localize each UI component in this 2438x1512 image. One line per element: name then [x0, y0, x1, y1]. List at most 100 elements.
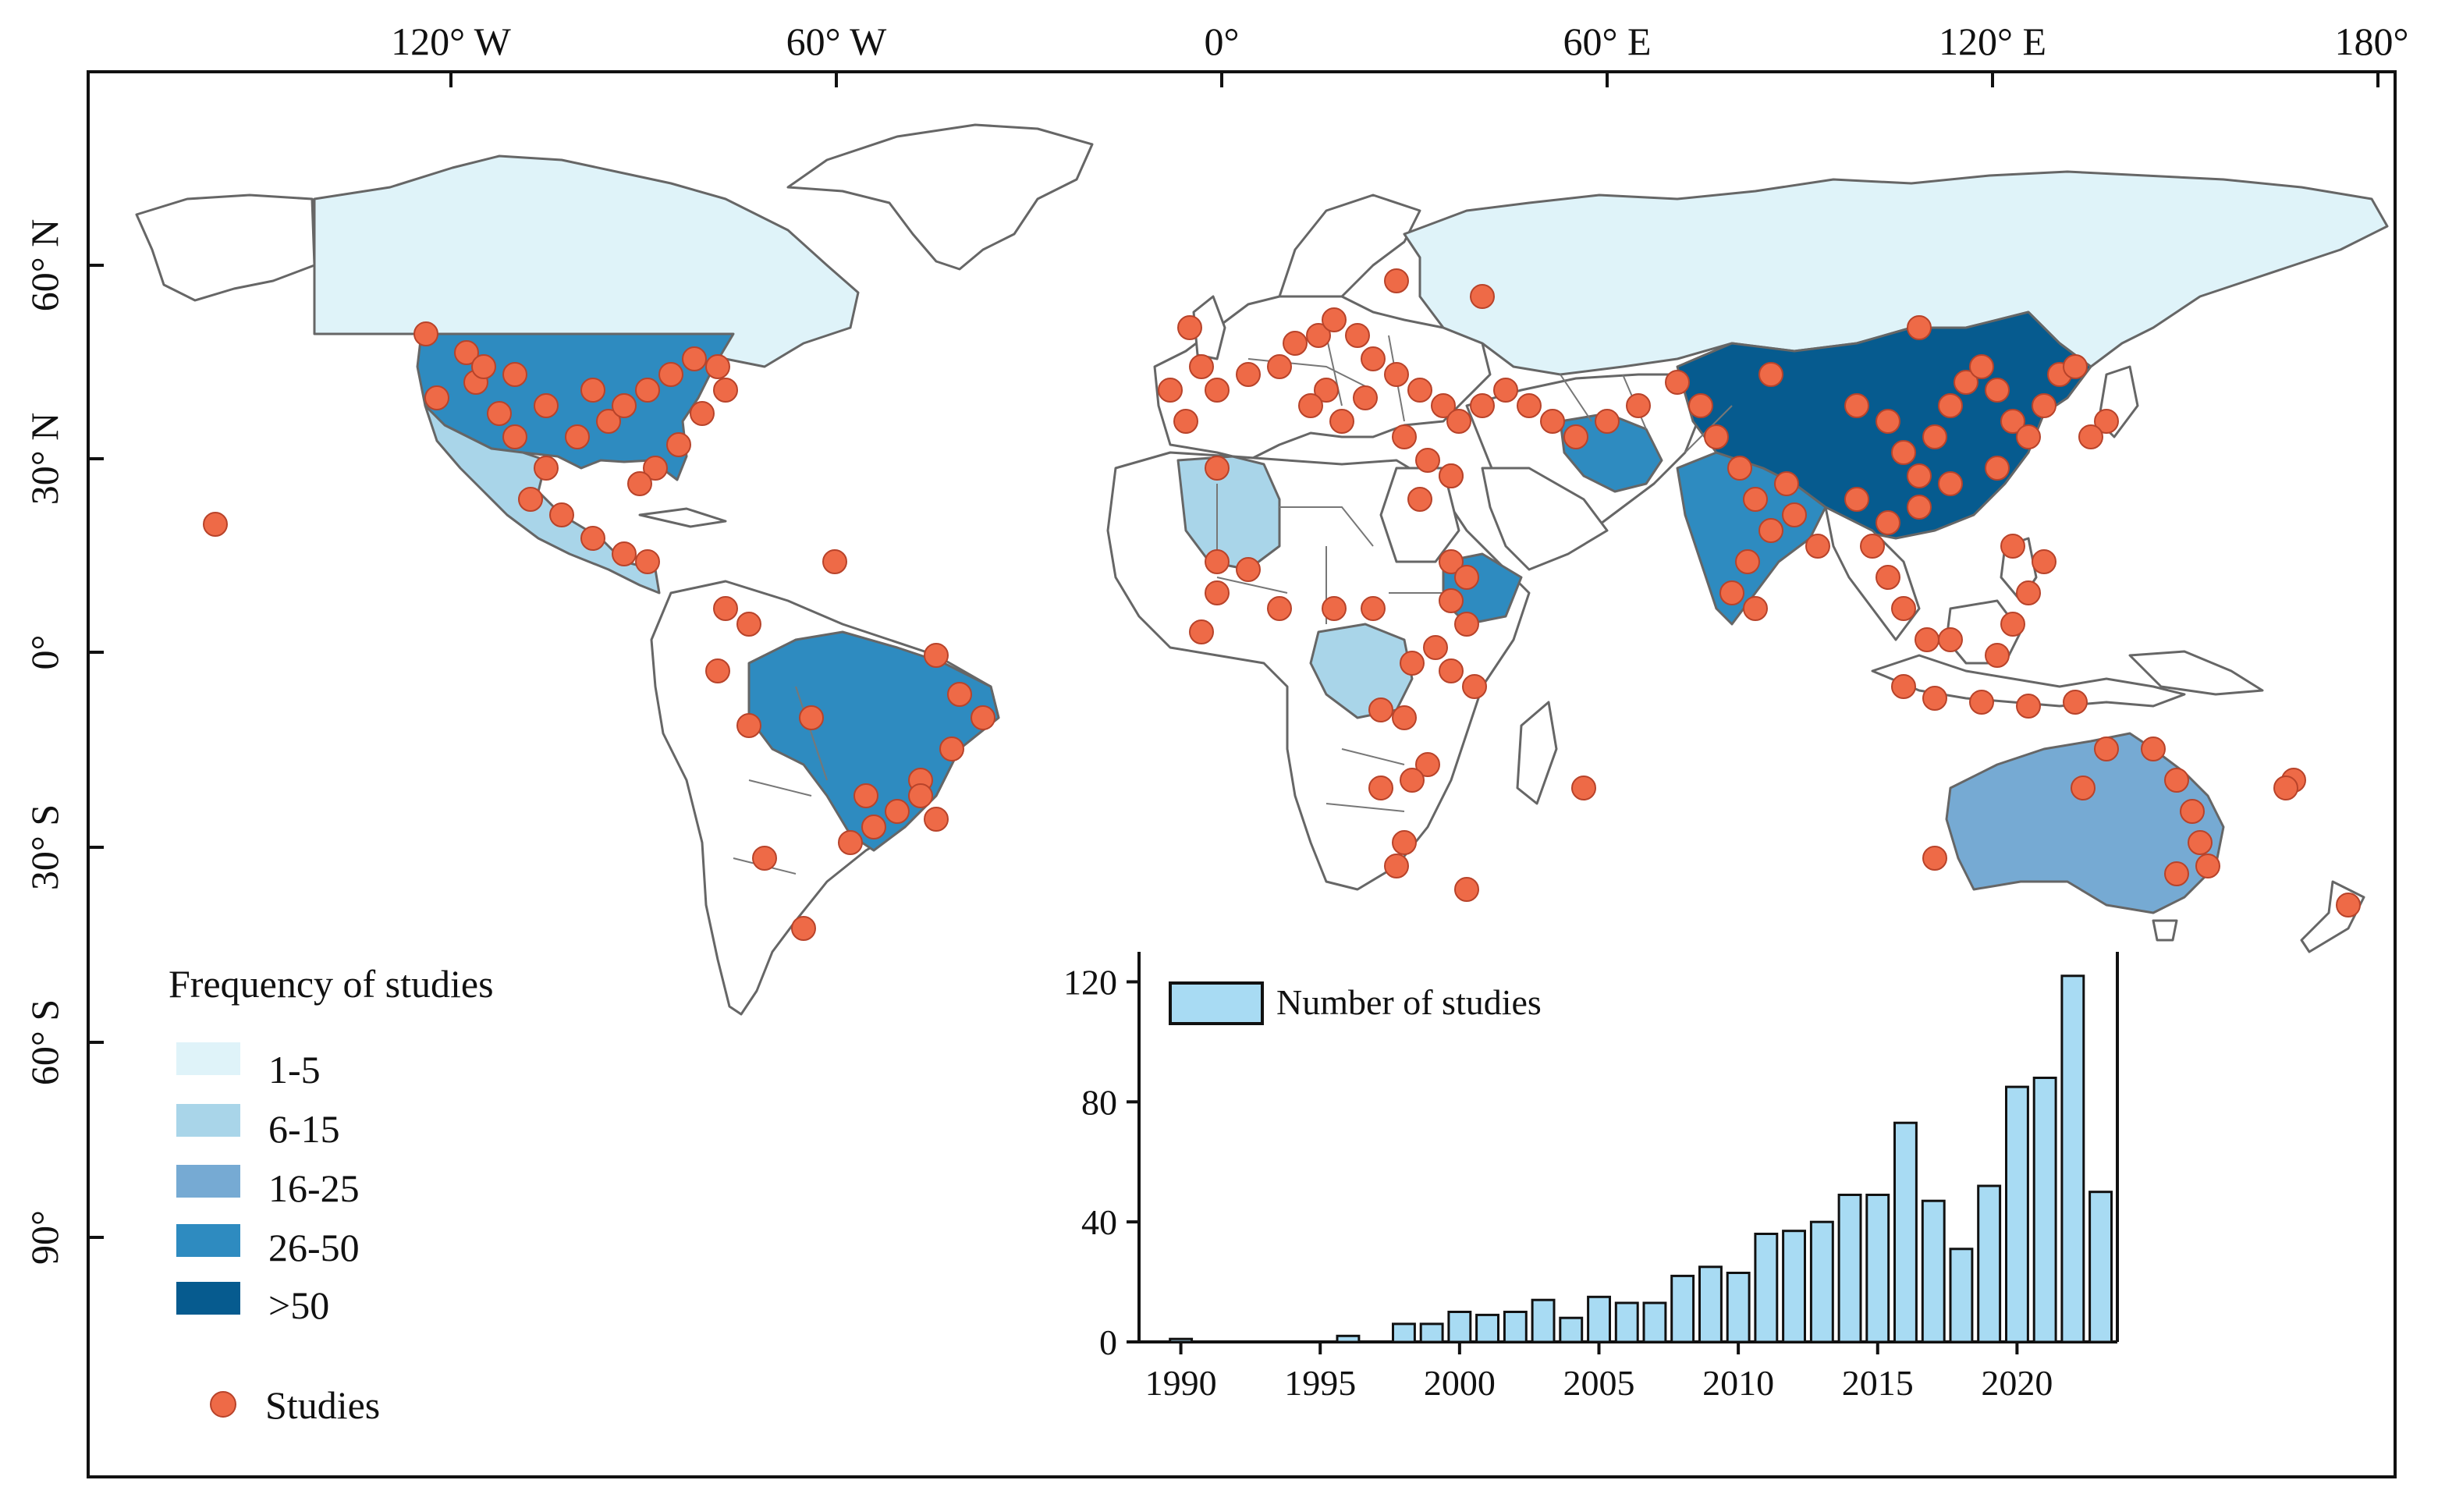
- lon-label-120w: 120° W: [391, 20, 512, 63]
- legend-swatch-26-50: [176, 1224, 240, 1257]
- study-point: [1891, 596, 1916, 621]
- study-point: [1719, 580, 1744, 605]
- study-point: [1298, 393, 1323, 418]
- land-greenland: [786, 123, 1094, 271]
- study-point: [518, 487, 543, 512]
- x-tick-label: 1995: [1284, 1363, 1356, 1403]
- study-point: [1735, 549, 1760, 574]
- bar-2021: [2032, 1077, 2057, 1343]
- study-point: [1743, 596, 1768, 621]
- study-point: [2000, 409, 2025, 434]
- land-alaska: [135, 193, 316, 302]
- study-point: [1236, 362, 1261, 387]
- study-point: [1392, 424, 1417, 449]
- study-point: [2273, 776, 2298, 800]
- latitude-axis: 60° N 30° N 0° 30° S 60° S 90°: [23, 219, 104, 1265]
- study-point: [534, 456, 559, 481]
- study-point: [1306, 323, 1331, 348]
- lat-label-30n: 30° N: [23, 413, 66, 506]
- legend-label-6-15: 6-15: [268, 1107, 340, 1151]
- bar-2016: [1893, 1121, 1918, 1343]
- study-point: [1922, 686, 1947, 711]
- land-algeria: [1176, 455, 1281, 571]
- lon-label-60e: 60° E: [1563, 20, 1651, 63]
- study-point: [1392, 705, 1417, 730]
- study-point: [1384, 362, 1409, 387]
- bar-2008: [1670, 1274, 1695, 1343]
- study-point: [2336, 893, 2361, 917]
- bar-2002: [1503, 1311, 1528, 1343]
- study-point: [1407, 487, 1432, 512]
- study-point: [838, 830, 863, 855]
- study-point: [534, 393, 559, 418]
- study-point: [1454, 565, 1479, 590]
- inset-legend-label: Number of studies: [1276, 982, 1542, 1022]
- study-point: [1423, 635, 1448, 660]
- legend-swatch-16-25: [176, 1165, 240, 1198]
- study-point: [1329, 409, 1354, 434]
- study-point: [1400, 651, 1425, 676]
- bar-2017: [1921, 1199, 1946, 1343]
- study-point: [1907, 495, 1932, 520]
- study-point: [1470, 284, 1495, 309]
- study-point: [1353, 385, 1378, 410]
- legend-title: Frequency of studies: [169, 962, 494, 1006]
- legend-swatch-gt50: [176, 1282, 240, 1315]
- x-tick-label: 2020: [1981, 1363, 2053, 1403]
- legend-studies-label: Studies: [265, 1383, 380, 1427]
- legend-label-1-5: 1-5: [268, 1048, 321, 1091]
- study-point: [666, 432, 691, 457]
- study-point: [1954, 370, 1978, 395]
- x-tick-label: 2010: [1702, 1363, 1774, 1403]
- y-tick-label: 0: [1099, 1322, 1117, 1362]
- study-point: [1314, 378, 1339, 403]
- study-point: [1876, 510, 1900, 535]
- study-point: [1368, 697, 1393, 722]
- study-point: [1173, 409, 1198, 434]
- study-point: [1158, 378, 1183, 403]
- bar-2000: [1447, 1311, 1472, 1343]
- bar-2007: [1642, 1301, 1667, 1343]
- study-point: [635, 549, 660, 574]
- bar-2023: [2088, 1191, 2113, 1343]
- study-point: [2180, 799, 2205, 824]
- lat-label-30s: 30° S: [23, 804, 66, 890]
- land-new-guinea: [2128, 650, 2264, 696]
- study-point: [1891, 440, 1916, 465]
- y-tick-label: 120: [1063, 962, 1117, 1002]
- legend-label-gt50: >50: [268, 1283, 329, 1327]
- study-point: [596, 409, 621, 434]
- study-point: [1907, 463, 1932, 488]
- study-point: [1322, 307, 1347, 332]
- bar-2010: [1726, 1272, 1751, 1343]
- study-point: [2071, 776, 2096, 800]
- bar-2005: [1587, 1295, 1611, 1343]
- bar-2022: [2060, 974, 2085, 1343]
- study-point: [1177, 315, 1202, 340]
- study-point: [635, 378, 660, 403]
- legend-study-marker: [210, 1391, 236, 1418]
- study-point: [1876, 565, 1900, 590]
- study-point: [1727, 456, 1752, 481]
- study-point: [1439, 588, 1464, 613]
- study-point: [1189, 354, 1214, 379]
- study-point: [1758, 362, 1783, 387]
- study-point: [713, 596, 738, 621]
- study-point: [502, 424, 527, 449]
- bar-2015: [1865, 1194, 1890, 1343]
- study-point: [2063, 354, 2088, 379]
- study-point: [1595, 409, 1620, 434]
- study-point: [612, 393, 637, 418]
- bar-1998: [1392, 1322, 1416, 1343]
- bar-2011: [1754, 1233, 1779, 1343]
- study-point: [627, 471, 652, 496]
- study-point: [1493, 378, 1518, 403]
- study-point: [2032, 393, 2057, 418]
- study-point: [1439, 549, 1464, 574]
- study-point: [1782, 502, 1807, 527]
- study-point: [2188, 830, 2213, 855]
- study-point: [413, 321, 438, 346]
- study-point: [1205, 378, 1230, 403]
- study-point: [1415, 752, 1440, 777]
- lon-label-60w: 60° W: [786, 20, 888, 63]
